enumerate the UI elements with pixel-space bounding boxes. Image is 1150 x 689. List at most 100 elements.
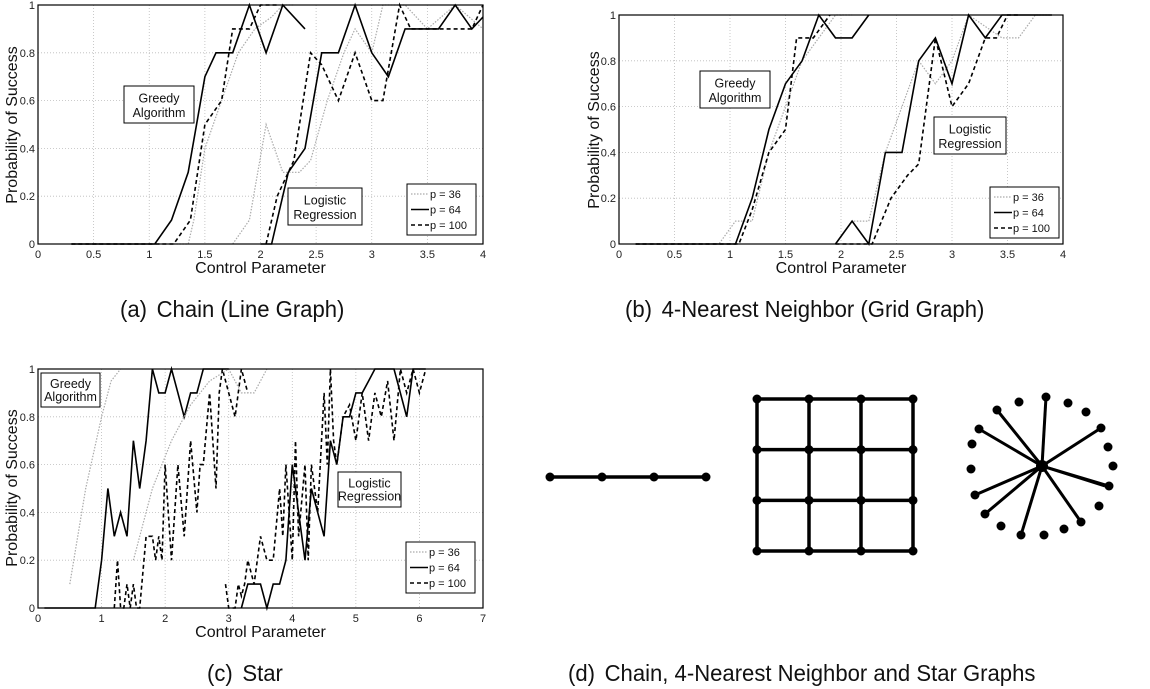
caption-a-text: Chain (Line Graph) (156, 296, 345, 322)
star-edge (1041, 464, 1106, 488)
caption-a: (a) Chain (Line Graph) (120, 296, 344, 323)
series-line-dotted (835, 14, 1052, 245)
y-tick-label: 0.8 (20, 412, 35, 424)
x-tick-label: 0 (35, 613, 41, 625)
legend-label: p = 64 (429, 563, 460, 575)
graph-illustrations (545, 392, 1118, 556)
legend-label: p = 36 (429, 547, 460, 559)
x-axis-label: Control Parameter (195, 624, 326, 641)
grid-node (908, 546, 918, 556)
grid-node (752, 445, 762, 455)
chain-node (701, 472, 711, 482)
y-tick-label: 0 (29, 603, 35, 615)
star-isolated-node (966, 464, 976, 474)
grid-node (856, 546, 866, 556)
annotation-box (933, 116, 1007, 155)
grid-node (804, 394, 814, 404)
legend: p = 36 p = 64 p = 100 (989, 186, 1060, 239)
annotation-text: Regression (293, 208, 356, 222)
caption-c-text: Star (242, 660, 283, 686)
x-tick-label: 0 (616, 249, 622, 261)
annotation-text: Logistic (304, 194, 346, 208)
plot-frame (37, 368, 484, 609)
caption-d-text: Chain, 4-Nearest Neighbor and Star Graph… (604, 660, 1036, 686)
grid-graph (752, 394, 918, 556)
y-tick-label: 0.6 (601, 102, 616, 114)
chart-grid: 0 0.5 1 1.5 2 2.5 3 3.5 4 0 0.2 0.4 0.6 0.8 1 Control P… (586, 10, 1066, 277)
y-tick-label: 0.2 (601, 193, 616, 205)
grid-node (856, 495, 866, 505)
y-tick-label: 1 (29, 364, 35, 376)
y-tick-label: 0 (29, 239, 35, 251)
legend-label: p = 36 (430, 189, 461, 201)
x-tick-label: 4 (480, 249, 486, 261)
grid-node (908, 495, 918, 505)
series-line-dotted (635, 14, 853, 245)
legend-label: p = 100 (429, 578, 466, 590)
star-isolated-node (1059, 524, 1069, 534)
x-tick-label: 1 (99, 613, 105, 625)
chain-graph (545, 472, 711, 482)
series-line-solid (71, 2, 306, 245)
series-line-dashed (71, 4, 278, 245)
legend-label: p = 64 (430, 205, 461, 217)
annotation-text: Algorithm (44, 390, 97, 404)
star-leaf-node (992, 405, 1002, 415)
x-tick-label: 3.5 (1000, 249, 1015, 261)
y-tick-label: 1 (29, 0, 35, 12)
x-tick-label: 0 (35, 249, 41, 261)
x-tick-label: 4 (289, 613, 295, 625)
legend: p = 36 p = 64 p = 100 (406, 183, 477, 236)
star-edge (978, 427, 1043, 468)
series-line-dashed (265, 2, 484, 245)
y-axis-label: Probability of Success (4, 409, 21, 566)
series-line-dotted (232, 4, 484, 245)
star-graph (966, 392, 1118, 540)
star-edge (995, 409, 1044, 467)
annotation-text: Greedy (715, 77, 757, 91)
star-leaf-node (974, 424, 984, 434)
y-tick-label: 0.8 (20, 48, 35, 60)
star-isolated-node (967, 439, 977, 449)
star-edge (1040, 465, 1083, 523)
x-tick-label: 4 (1060, 249, 1066, 261)
grid-node (804, 445, 814, 455)
star-isolated-node (1103, 442, 1113, 452)
grid-node (856, 394, 866, 404)
star-leaf-node (1104, 481, 1114, 491)
x-tick-label: 2 (838, 249, 844, 261)
series-line-dashed (835, 14, 1019, 245)
chain-node (597, 472, 607, 482)
series-line-dashed (635, 14, 831, 245)
y-tick-label: 0.2 (20, 555, 35, 567)
plot-frame (37, 4, 484, 245)
x-tick-label: 7 (480, 613, 486, 625)
legend-label: p = 100 (430, 220, 467, 232)
caption-d-label: (d) (568, 660, 595, 686)
caption-c-label: (c) (207, 660, 233, 686)
legend-label: p = 36 (1013, 192, 1044, 204)
series-line-dotted (71, 4, 294, 245)
star-edge (1041, 426, 1102, 468)
y-tick-label: 0.2 (20, 191, 35, 203)
series-line-dashed (224, 365, 427, 609)
x-tick-label: 1 (146, 249, 152, 261)
y-axis-label: Probability of Success (4, 46, 21, 203)
star-isolated-node (996, 521, 1006, 531)
x-tick-label: 3 (949, 249, 955, 261)
grid-node (804, 495, 814, 505)
annotation-box (123, 85, 195, 124)
star-edge (984, 464, 1043, 516)
y-tick-label: 0.4 (20, 143, 35, 155)
annotation-box (337, 471, 402, 508)
series-line-solid (635, 13, 870, 245)
star-isolated-node (1094, 501, 1104, 511)
star-leaf-node (1016, 530, 1026, 540)
annotation-text: Greedy (139, 92, 181, 106)
caption-b-label: (b) (625, 296, 652, 322)
star-edge (1040, 396, 1048, 467)
